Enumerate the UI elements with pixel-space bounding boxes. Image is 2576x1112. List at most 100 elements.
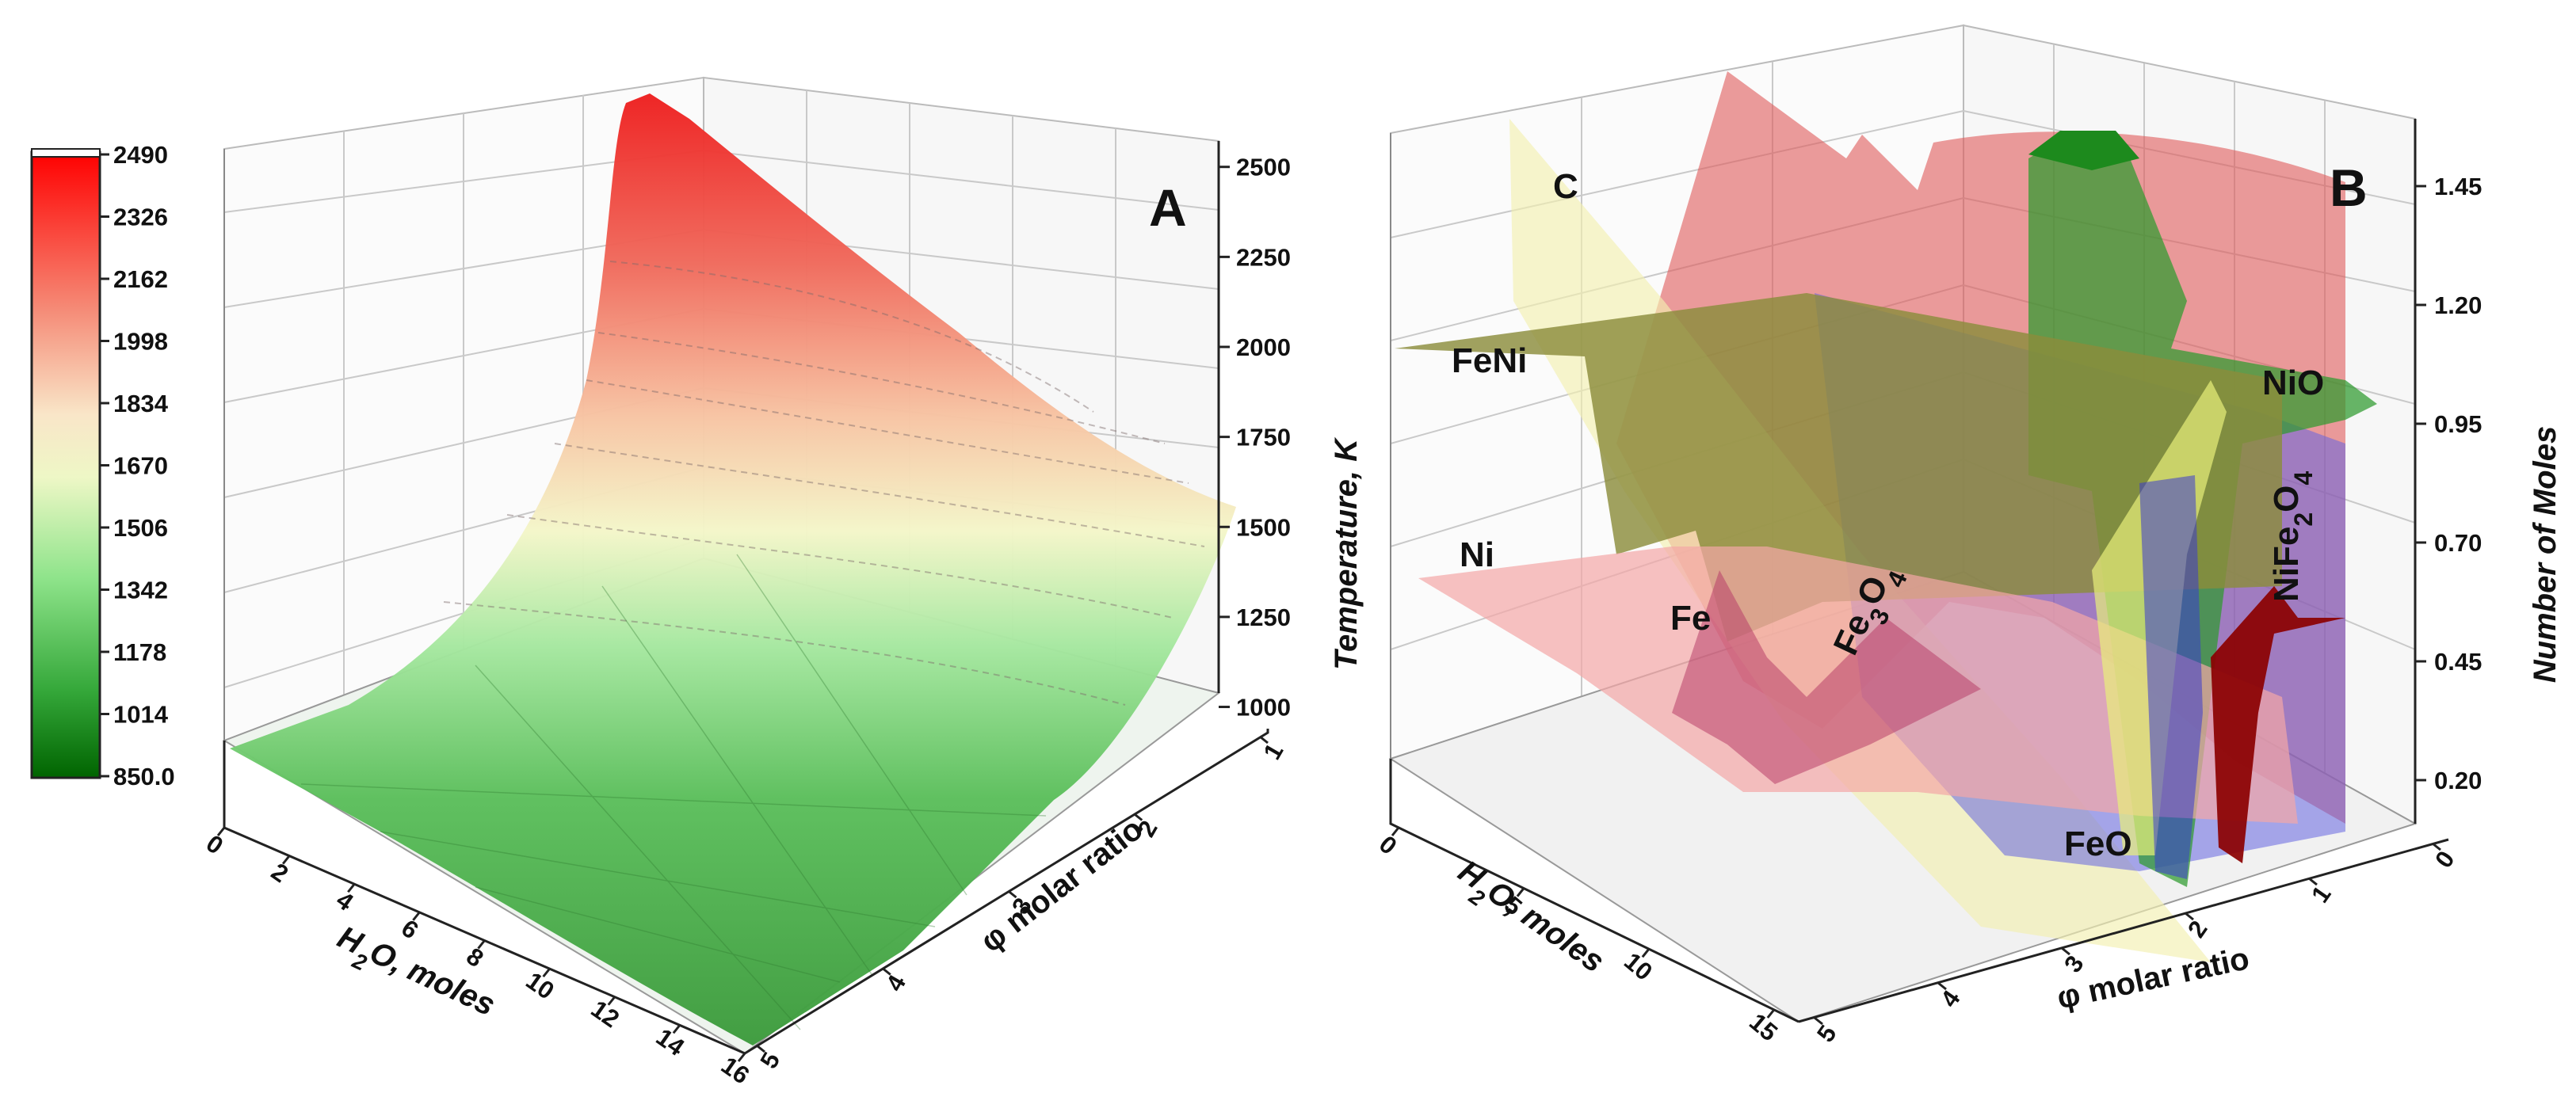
panel-a-x-tick-mark (412, 911, 421, 921)
panel-a-z-tick: 2500 (1236, 154, 1291, 181)
surface-nio-cap (2028, 131, 2139, 170)
panel-a-y-tick-mark (881, 967, 891, 976)
panel-b-y-tick: 0 (2429, 846, 2460, 873)
colorbar-tick: 1178 (113, 638, 166, 666)
panel-b-letter: B (2330, 158, 2368, 217)
panel-a-y-tick: 1 (1257, 739, 1288, 764)
panel-a-x-tick: 14 (651, 1023, 690, 1062)
h2o-post-b: O, moles (1481, 874, 1611, 980)
panel-a-z-ticks: 1000 1250 1500 1750 2000 2250 2500 (1219, 154, 1291, 722)
panel-a-y-axis (744, 729, 1269, 1055)
panel-b-y-axis (1798, 838, 2449, 1023)
panel-b-z-tick: 1.45 (2434, 173, 2482, 200)
panel-b-z-tick: 0.95 (2434, 410, 2482, 438)
panel-b-x-tick: 10 (1619, 947, 1658, 986)
colorbar-tick: 1834 (113, 390, 169, 417)
panel-b-x-tick-mark (1391, 827, 1400, 836)
panel-a-z-title: Temperature, K (1329, 436, 1364, 670)
panel-b-z-tick: 1.20 (2434, 291, 2482, 319)
panel-b-y-tick-mark (2432, 842, 2441, 851)
colorbar: 2490 2326 2162 1998 1834 1670 1506 1342 1178 1014… (30, 141, 175, 790)
colorbar-tick: 1014 (113, 701, 169, 729)
label-fe: Fe (1670, 599, 1711, 638)
panel-b-y-tick-mark (2308, 877, 2318, 886)
panel-a-surface (230, 93, 1236, 1045)
label-feni: FeNi (1452, 341, 1527, 380)
panel-b-y-tick: 3 (2059, 950, 2089, 977)
panel-a-letter: A (1149, 178, 1187, 237)
colorbar-tick: 1998 (113, 328, 168, 356)
panel-b-z-tick: 0.20 (2434, 767, 2482, 794)
colorbar-gradient (30, 150, 101, 779)
panel-b-z-tick: 0.70 (2434, 529, 2482, 557)
panel-a-z-tick: 1000 (1236, 694, 1291, 722)
panel-a-y-tick-mark (1007, 889, 1017, 899)
panel-b-y-tick: 1 (2306, 881, 2337, 908)
panel-a-x-tick: 6 (396, 914, 423, 945)
panel-a-x-tick-mark (607, 996, 616, 1006)
panel-a-x-tick: 16 (716, 1051, 754, 1089)
nife-c: O (2267, 486, 2306, 512)
panel-a-y-tick-mark (1133, 813, 1143, 821)
nife-b: 2 (2289, 512, 2318, 527)
panel-a-z-tick: 1500 (1236, 513, 1291, 541)
panel-a-x-tick: 10 (521, 966, 559, 1004)
panel-b-x-tick-mark (1766, 1009, 1775, 1019)
surface-blue-sheet (2139, 475, 2203, 879)
panel-a-y-tick-mark (756, 1044, 765, 1053)
panel-a-x-tick: 12 (586, 995, 624, 1033)
panel-a-x-tick-mark (281, 855, 291, 865)
panel-b-x-tick-mark (1516, 887, 1525, 897)
panel-a-x-tick: 0 (201, 829, 228, 860)
panel-a-x-tick-mark (216, 827, 226, 836)
label-ni: Ni (1460, 535, 1494, 574)
colorbar-cap (31, 148, 101, 158)
label-nio: NiO (2262, 364, 2324, 402)
colorbar-tick: 2162 (113, 265, 168, 293)
panel-b-z-ticks: 0.20 0.45 0.70 0.95 1.20 1.45 (2415, 173, 2482, 794)
panel-a-contours (443, 261, 1205, 706)
panel-a-mesh (300, 554, 1047, 1030)
colorbar-ticks: 2490 2326 2162 1998 1834 1670 1506 1342 1178 1014… (100, 141, 175, 790)
panel-a-z-tick: 1750 (1236, 424, 1291, 451)
panel-a-x-tick-mark (542, 968, 551, 978)
panel-b-z-tick: 0.45 (2434, 648, 2482, 676)
panel-b-y-tick: 4 (1935, 984, 1966, 1012)
panel-b-y-tick-mark (1814, 1016, 1823, 1026)
panel-a-x-tick: 8 (461, 943, 488, 973)
panel-b-y-tick-mark (2185, 912, 2194, 921)
label-feo: FeO (2064, 824, 2132, 863)
panel-b-y-tick-mark (1937, 981, 1947, 991)
panel-a-x-tick-mark (672, 1024, 681, 1034)
surface-fe (1672, 570, 1981, 784)
panel-a-y-tick: 4 (880, 969, 911, 996)
panel-a-y-tick: 5 (754, 1048, 785, 1073)
panel-b-x-axis (1389, 759, 1799, 1023)
nife-d: 4 (2289, 471, 2318, 486)
panel-b-x-tick: 15 (1744, 1007, 1783, 1046)
nife-a: NiFe (2267, 527, 2306, 602)
panel-b-z-title: Number of Moles (2528, 426, 2563, 683)
panel-a-x-tick: 4 (331, 885, 359, 916)
colorbar-tick: 1670 (113, 452, 168, 480)
panel-a-z-tick: 1250 (1236, 604, 1291, 631)
colorbar-tick: 2326 (113, 204, 168, 231)
panel-b-y-tick-mark (2061, 946, 2070, 956)
panel-a-z-tick: 2250 (1236, 243, 1291, 271)
colorbar-tick: 1342 (113, 577, 168, 604)
panel-a-x-tick-mark (737, 1053, 746, 1062)
panel-a-y-tick-mark (1259, 735, 1269, 745)
panel-b-x-tick: 0 (1374, 830, 1402, 860)
colorbar-tick: 2490 (113, 141, 168, 169)
colorbar-tick: 850.0 (113, 763, 175, 790)
panel-b-x-tick-mark (1641, 948, 1651, 958)
label-c: C (1553, 167, 1578, 206)
panel-a-z-tick: 2000 (1236, 333, 1291, 361)
panel-a-x-tick-mark (347, 883, 356, 893)
surface-nife2o4 (2211, 586, 2345, 863)
panel-b-y-tick: 5 (1811, 1020, 1842, 1047)
label-nife2o4: NiFe2O4 (2267, 471, 2318, 602)
